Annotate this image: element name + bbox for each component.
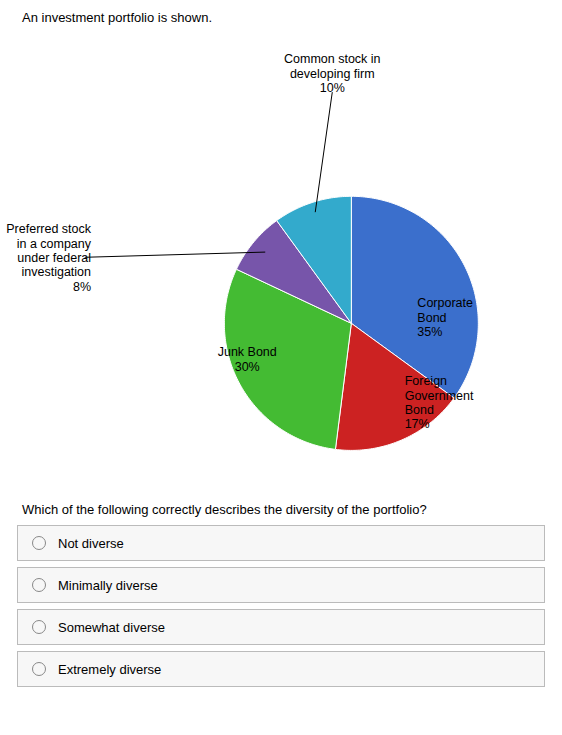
html-text:Extremely diverse: Extremely diverse	[58, 661, 162, 677]
html-text:Somewhat diverse: Somewhat diverse	[58, 619, 165, 635]
svg-text:ForeignGovernmentBond17%: ForeignGovernmentBond17%	[405, 374, 474, 431]
html-text:Not diverse: Not diverse	[58, 535, 124, 551]
html-text:Which of the following correct: Which of the following correctly describ…	[22, 502, 427, 517]
svg-text:Common stock indeveloping firm: Common stock indeveloping firm10%	[284, 52, 381, 95]
svg-text:Preferred stockin a companyund: Preferred stockin a companyunder federal…	[6, 222, 92, 294]
html-text:Minimally diverse: Minimally diverse	[58, 577, 158, 593]
html-text:An investment portfolio is sho: An investment portfolio is shown.	[22, 10, 212, 25]
svg-text:Junk Bond30%: Junk Bond30%	[218, 345, 277, 373]
svg-text:CorporateBond35%: CorporateBond35%	[417, 296, 473, 339]
